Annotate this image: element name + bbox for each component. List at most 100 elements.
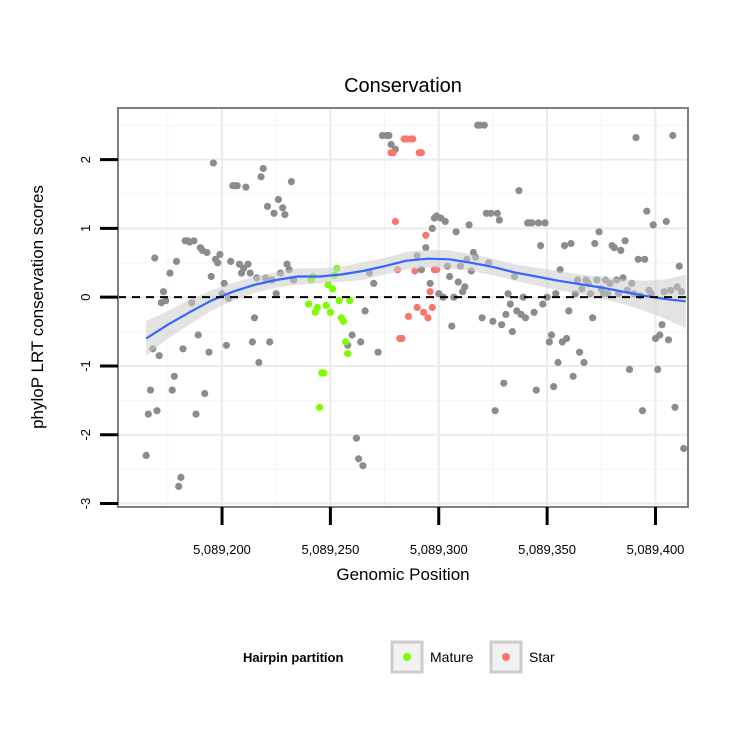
- data-point-star: [424, 314, 432, 322]
- y-tick-label: 2: [78, 156, 93, 163]
- data-point-other: [580, 358, 588, 367]
- data-point-other: [569, 372, 577, 380]
- data-point-other: [361, 307, 369, 315]
- x-axis-title: Genomic Position: [336, 565, 469, 584]
- data-point-other: [506, 300, 514, 308]
- data-point-other: [151, 254, 159, 262]
- data-point-other: [203, 248, 211, 257]
- data-point-other: [448, 322, 456, 330]
- data-point-other: [227, 257, 235, 265]
- data-point-other: [493, 209, 501, 217]
- data-point-other: [532, 386, 540, 394]
- y-axis-title: phyloP LRT conservation scores: [28, 185, 47, 429]
- data-point-star: [420, 308, 428, 316]
- data-point-other: [654, 365, 662, 373]
- data-point-other: [441, 217, 449, 226]
- data-point-other: [209, 159, 217, 167]
- data-point-other: [487, 209, 495, 217]
- data-point-other: [159, 288, 168, 296]
- data-point-other: [192, 410, 200, 418]
- data-point-other: [528, 219, 536, 227]
- data-point-other: [508, 328, 516, 336]
- data-point-mature: [342, 338, 350, 346]
- data-point-star: [417, 149, 425, 157]
- data-point-other: [385, 131, 393, 140]
- data-point-other: [244, 260, 252, 268]
- data-point-mature: [316, 403, 324, 411]
- x-tick-label: 5,089,400: [627, 542, 685, 557]
- data-point-other: [625, 365, 634, 373]
- data-point-other: [190, 237, 198, 245]
- data-point-other: [662, 217, 670, 226]
- data-point-other: [155, 352, 163, 360]
- data-point-other: [502, 310, 510, 318]
- chart-title: Conservation: [344, 75, 462, 97]
- data-point-other: [170, 372, 178, 380]
- data-point-other: [446, 272, 454, 281]
- data-point-other: [153, 407, 161, 415]
- data-point-other: [263, 202, 272, 210]
- data-point-other: [515, 187, 523, 195]
- data-point-other: [545, 338, 553, 346]
- data-point-other: [266, 338, 274, 346]
- data-point-other: [355, 455, 363, 463]
- legend-label-mature: Mature: [430, 649, 474, 665]
- data-point-other: [656, 331, 664, 339]
- data-point-other: [450, 293, 458, 301]
- legend-key-point-mature: [403, 653, 411, 661]
- data-point-other: [255, 358, 263, 367]
- data-point-other: [519, 293, 527, 301]
- data-point-other: [589, 314, 597, 322]
- data-point-mature: [326, 308, 334, 316]
- legend-key-point-star: [502, 653, 510, 661]
- data-point-other: [248, 338, 256, 346]
- data-point-other: [537, 242, 545, 250]
- data-point-other: [617, 246, 625, 254]
- data-point-other: [669, 131, 677, 140]
- y-tick-label: -2: [78, 429, 93, 441]
- data-point-mature: [322, 301, 330, 309]
- data-point-star: [426, 288, 434, 296]
- data-point-mature: [339, 317, 347, 325]
- legend-label-star: Star: [529, 649, 555, 665]
- data-point-other: [214, 259, 222, 267]
- data-point-other: [233, 182, 241, 190]
- data-point-other: [671, 403, 679, 411]
- data-point-other: [632, 134, 640, 142]
- data-point-other: [257, 173, 265, 181]
- data-point-other: [168, 386, 176, 394]
- data-point-mature: [335, 297, 343, 305]
- data-point-other: [359, 462, 367, 470]
- x-tick-label: 5,089,200: [193, 542, 251, 557]
- data-point-other: [658, 321, 666, 329]
- data-point-mature: [320, 369, 328, 377]
- data-point-other: [680, 444, 688, 453]
- data-point-other: [621, 237, 629, 245]
- data-point-other: [272, 290, 280, 298]
- data-point-other: [563, 334, 571, 343]
- data-point-other: [491, 407, 499, 415]
- data-point-other: [595, 228, 603, 236]
- data-point-other: [357, 338, 365, 346]
- data-point-mature: [346, 297, 354, 305]
- data-point-other: [270, 209, 278, 217]
- data-point-other: [500, 379, 508, 387]
- data-point-other: [246, 269, 254, 277]
- data-point-star: [404, 312, 412, 320]
- legend: Hairpin partition Mature Star: [243, 640, 555, 674]
- data-point-other: [222, 341, 230, 349]
- data-point-other: [539, 300, 547, 308]
- y-tick-label: 1: [78, 225, 93, 232]
- data-point-other: [547, 331, 556, 339]
- data-point-mature: [313, 303, 321, 312]
- data-point-other: [177, 473, 185, 481]
- data-point-other: [465, 221, 473, 229]
- data-point-other: [283, 260, 291, 268]
- data-point-other: [144, 410, 152, 418]
- data-point-star: [398, 334, 406, 343]
- data-point-other: [201, 389, 209, 398]
- x-tick-label: 5,089,350: [518, 542, 576, 557]
- data-point-other: [576, 348, 584, 356]
- data-point-mature: [329, 285, 337, 293]
- data-point-other: [179, 345, 187, 353]
